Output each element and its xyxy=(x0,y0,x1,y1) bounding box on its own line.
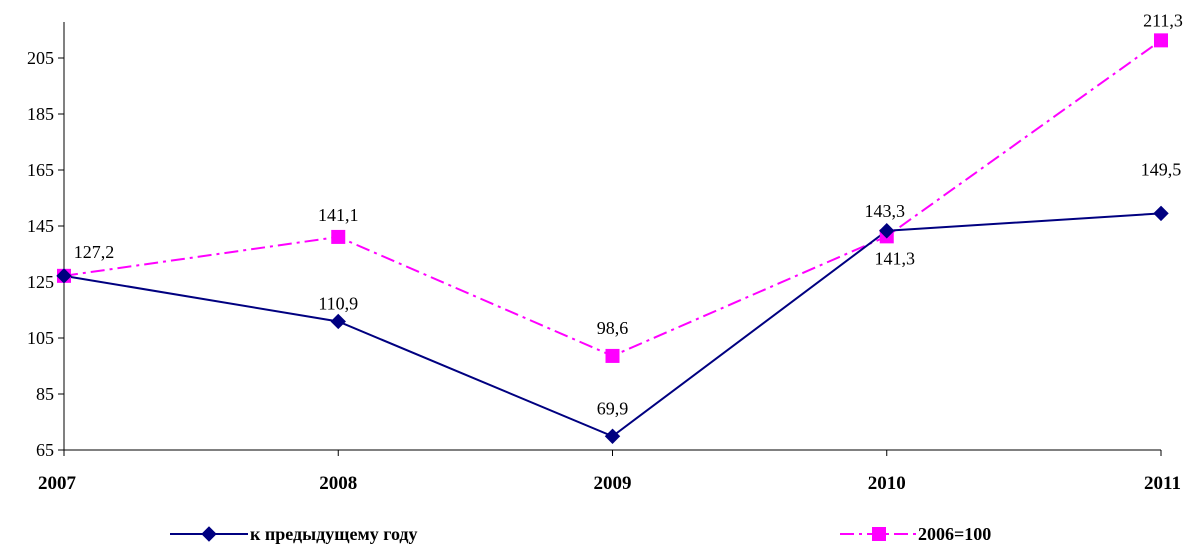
y-tick-label: 205 xyxy=(27,48,54,68)
chart-series xyxy=(56,33,1169,444)
y-tick-label: 105 xyxy=(27,328,54,348)
data-point-0-2 xyxy=(604,428,621,444)
data-labels: 110,9 69,9 143,3 149,5 127,2 141,1 98,6 141,3 21… xyxy=(74,10,1183,418)
series-line-1 xyxy=(63,39,1162,358)
data-label-0-2: 69,9 xyxy=(597,398,629,418)
data-label-1-0: 127,2 xyxy=(74,242,115,262)
y-tick-label: 65 xyxy=(36,440,54,460)
y-tick-label: 85 xyxy=(36,384,54,404)
y-tick-label: 185 xyxy=(27,104,54,124)
y-tick-label: 165 xyxy=(27,160,54,180)
x-tick-label: 2008 xyxy=(319,473,357,494)
data-point-0-0 xyxy=(56,268,72,284)
y-tick-label: 125 xyxy=(27,272,54,292)
data-point-0-1 xyxy=(330,313,346,330)
data-point-0-4 xyxy=(1153,205,1169,222)
x-tick-label: 2007 xyxy=(38,473,77,494)
x-tick-label: 2009 xyxy=(594,473,632,494)
data-label-0-3: 143,3 xyxy=(865,201,906,221)
data-label-1-4: 211,3 xyxy=(1143,10,1183,30)
y-tick-label: 145 xyxy=(27,216,54,236)
legend-marker-0 xyxy=(201,526,217,542)
legend-label-1: 2006=100 xyxy=(918,524,991,544)
data-point-1-2 xyxy=(605,348,620,363)
x-tick-label: 2011 xyxy=(1144,473,1181,494)
data-point-0-3 xyxy=(879,223,895,239)
data-point-1-1 xyxy=(331,229,346,244)
legend-marker-1 xyxy=(872,527,886,541)
legend-label-0: к предыдущему году xyxy=(250,524,418,544)
chart-axes: 65 85 105 125 145 165 185 205 2007 2008 2009 2010 20… xyxy=(27,22,1181,494)
x-tick-label: 2010 xyxy=(868,473,906,494)
data-label-1-1: 141,1 xyxy=(318,205,359,225)
chart-legend: к предыдущему году 2006=100 xyxy=(170,524,991,544)
data-label-0-1: 110,9 xyxy=(318,293,358,313)
data-point-1-4 xyxy=(1154,33,1168,48)
data-label-1-2: 98,6 xyxy=(597,318,629,338)
data-label-0-4: 149,5 xyxy=(1141,159,1182,179)
data-label-1-3: 141,3 xyxy=(875,248,916,268)
